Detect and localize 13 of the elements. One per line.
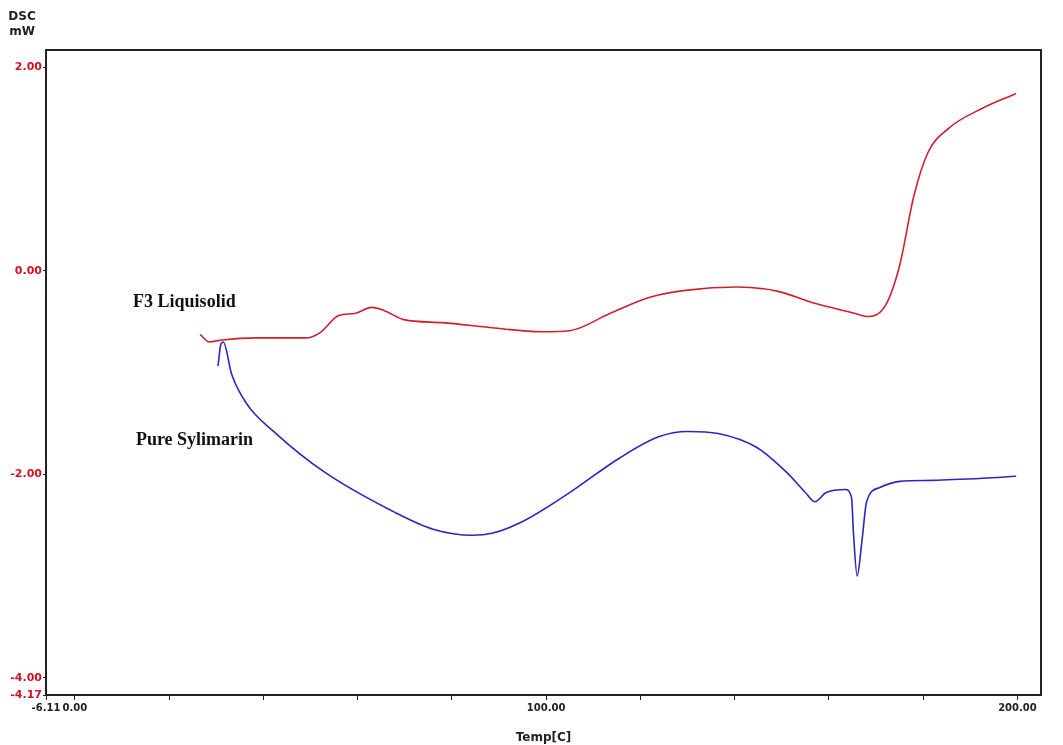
y-axis-title: DSC mW [8, 9, 36, 38]
y-tick-label: -2.00 [10, 467, 43, 481]
x-tick-label: 200.00 [998, 701, 1037, 713]
series-label: F3 Liquisolid [133, 290, 236, 311]
x-tick-label: 100.00 [526, 701, 566, 713]
x-tick-label: -6.11 [31, 701, 61, 713]
y-tick-label: 0.00 [14, 263, 43, 277]
y-tick-label: 2.00 [14, 60, 43, 74]
y-tick-label: -4.00 [10, 670, 43, 684]
x-axis-title: Temp[C] [515, 730, 572, 744]
y-tick-label: -4.17 [10, 687, 42, 701]
series-label: Pure Sylimarin [135, 429, 254, 450]
x-tick-label: 0.00 [62, 701, 88, 713]
